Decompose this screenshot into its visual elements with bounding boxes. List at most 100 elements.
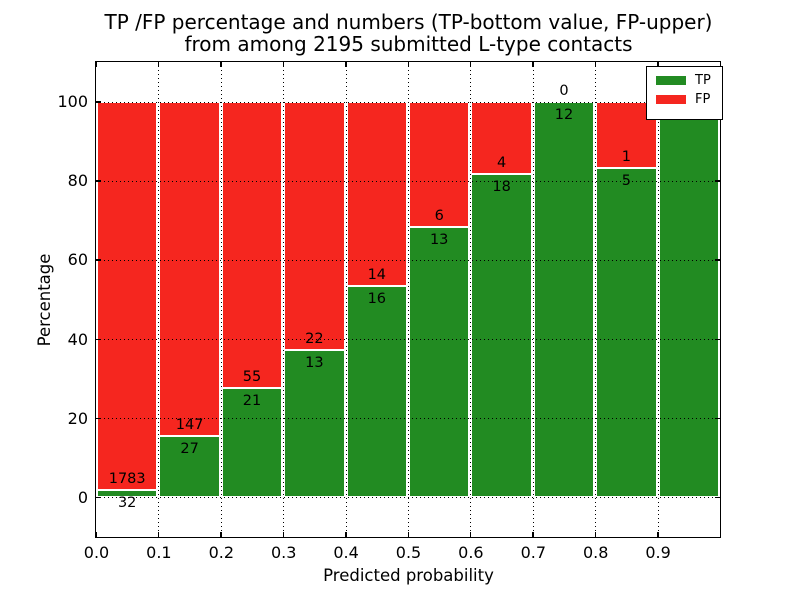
- fp-count-label-5: 6: [434, 207, 444, 224]
- x-tick-mark: [469, 532, 472, 537]
- y-tick-mark: [96, 338, 101, 341]
- tp-count-label-2: 21: [242, 393, 262, 410]
- x-gridline-0.6: [470, 62, 472, 537]
- x-gridline-0.5: [408, 62, 409, 537]
- y-tick-mark: [96, 417, 101, 420]
- x-tick-label-0.0: 0.0: [83, 543, 110, 562]
- x-tick-mark-top: [220, 62, 222, 67]
- tp-legend-label: TP: [695, 73, 711, 88]
- fp-count-label-3: 22: [305, 331, 324, 348]
- bar-tp-7: [533, 101, 595, 498]
- plot-area: 178332147275521221314166134180121506 TP …: [95, 61, 723, 538]
- fp-count-label-8: 1: [621, 148, 632, 165]
- bar-fp-3: [284, 101, 345, 351]
- bar-tp-8: [596, 167, 657, 498]
- bar-tp-1: [159, 435, 220, 498]
- x-tick-label-0.3: 0.3: [270, 543, 297, 562]
- x-tick-label-0.4: 0.4: [333, 543, 359, 562]
- x-tick-label-0.1: 0.1: [146, 543, 172, 562]
- y-tick-label-40: 40: [67, 329, 88, 349]
- fp-count-label-1: 147: [175, 416, 204, 433]
- bar-tp-6: [471, 173, 532, 498]
- x-gridline-0.8: [595, 62, 597, 537]
- y-tick-mark-right: [715, 496, 720, 499]
- bar-fp-0: [97, 101, 158, 491]
- x-tick-mark-top: [469, 62, 472, 67]
- tp-count-label-8: 5: [621, 172, 632, 189]
- y-tick-label-100: 100: [57, 92, 88, 112]
- bar-tp-4: [346, 286, 407, 498]
- x-tick-mark-top: [282, 62, 285, 67]
- x-tick-mark: [657, 532, 659, 537]
- y-axis-label: Percentage: [35, 253, 54, 347]
- x-gridline-0.9: [657, 62, 659, 537]
- fp-count-label-6: 4: [496, 154, 507, 171]
- x-tick-mark: [719, 532, 721, 537]
- x-tick-mark: [594, 532, 597, 537]
- x-tick-label-0.7: 0.7: [520, 543, 547, 562]
- x-tick-label-0.6: 0.6: [458, 543, 484, 562]
- legend-item-tp: TP: [656, 74, 722, 87]
- x-axis-label: Predicted probability: [323, 566, 494, 585]
- bar-tp-3: [284, 350, 345, 498]
- tp-count-label-5: 13: [429, 231, 449, 248]
- bar-tp-2: [221, 388, 283, 498]
- x-gridline-0.7: [532, 62, 534, 537]
- tp-count-label-4: 16: [367, 291, 387, 308]
- x-tick-mark-top: [657, 62, 659, 67]
- fp-legend-swatch: [656, 95, 686, 104]
- y-tick-mark: [96, 496, 101, 499]
- x-tick-mark-top: [95, 62, 97, 67]
- x-tick-mark-top: [594, 62, 597, 67]
- x-tick-mark: [532, 532, 534, 537]
- tp-count-label-0: 32: [117, 495, 137, 512]
- x-gridline-0.2: [220, 62, 222, 537]
- tp-count-label-3: 13: [305, 355, 324, 372]
- legend-item-fp: FP: [656, 93, 722, 106]
- x-tick-label-0.9: 0.9: [645, 543, 671, 562]
- bar-fp-2: [221, 101, 283, 389]
- x-gridline-0.4: [345, 62, 347, 537]
- y-tick-mark: [96, 259, 101, 261]
- x-tick-mark-top: [719, 62, 721, 67]
- chart-title-line1: TP /FP percentage and numbers (TP-bottom…: [104, 10, 713, 34]
- bar-fp-1: [159, 101, 220, 436]
- x-tick-mark-top: [407, 62, 409, 67]
- bar-tp-5: [409, 226, 470, 498]
- x-tick-mark: [220, 532, 222, 537]
- x-tick-mark: [157, 532, 160, 537]
- fp-count-label-4: 14: [367, 267, 387, 284]
- x-tick-mark: [282, 532, 285, 537]
- fp-count-label-7: 0: [559, 82, 569, 99]
- tp-count-label-1: 27: [180, 440, 199, 457]
- tp-legend-swatch: [656, 76, 686, 85]
- y-tick-label-0: 0: [77, 487, 88, 507]
- bar-fp-4: [346, 101, 407, 287]
- fp-count-label-2: 55: [242, 369, 262, 386]
- tp-count-label-7: 12: [554, 106, 574, 123]
- chart-title-line2: from among 2195 submitted L-type contact…: [184, 32, 633, 56]
- x-tick-mark-top: [157, 62, 160, 67]
- x-gridline-0.1: [158, 62, 160, 537]
- y-tick-mark-right: [715, 338, 720, 341]
- legend: TP FP: [646, 66, 723, 120]
- x-tick-label-0.8: 0.8: [582, 543, 609, 562]
- y-tick-mark-right: [715, 417, 720, 420]
- y-tick-mark: [96, 180, 101, 182]
- x-tick-label-0.5: 0.5: [395, 543, 422, 562]
- x-tick-mark: [407, 532, 409, 537]
- y-tick-label-20: 20: [67, 408, 88, 428]
- chart-title: TP /FP percentage and numbers (TP-bottom…: [95, 11, 722, 55]
- y-tick-mark: [96, 101, 101, 103]
- fp-legend-label: FP: [695, 92, 711, 107]
- x-tick-mark: [345, 532, 347, 537]
- y-tick-mark-right: [715, 180, 720, 182]
- tp-count-label-6: 18: [492, 178, 511, 195]
- bar-fp-6: [471, 101, 532, 174]
- bar-tp-9: [658, 101, 719, 498]
- x-gridline-0.3: [283, 62, 285, 537]
- fp-count-label-0: 1783: [108, 471, 146, 488]
- x-tick-mark: [95, 532, 97, 537]
- y-tick-mark-right: [715, 259, 720, 261]
